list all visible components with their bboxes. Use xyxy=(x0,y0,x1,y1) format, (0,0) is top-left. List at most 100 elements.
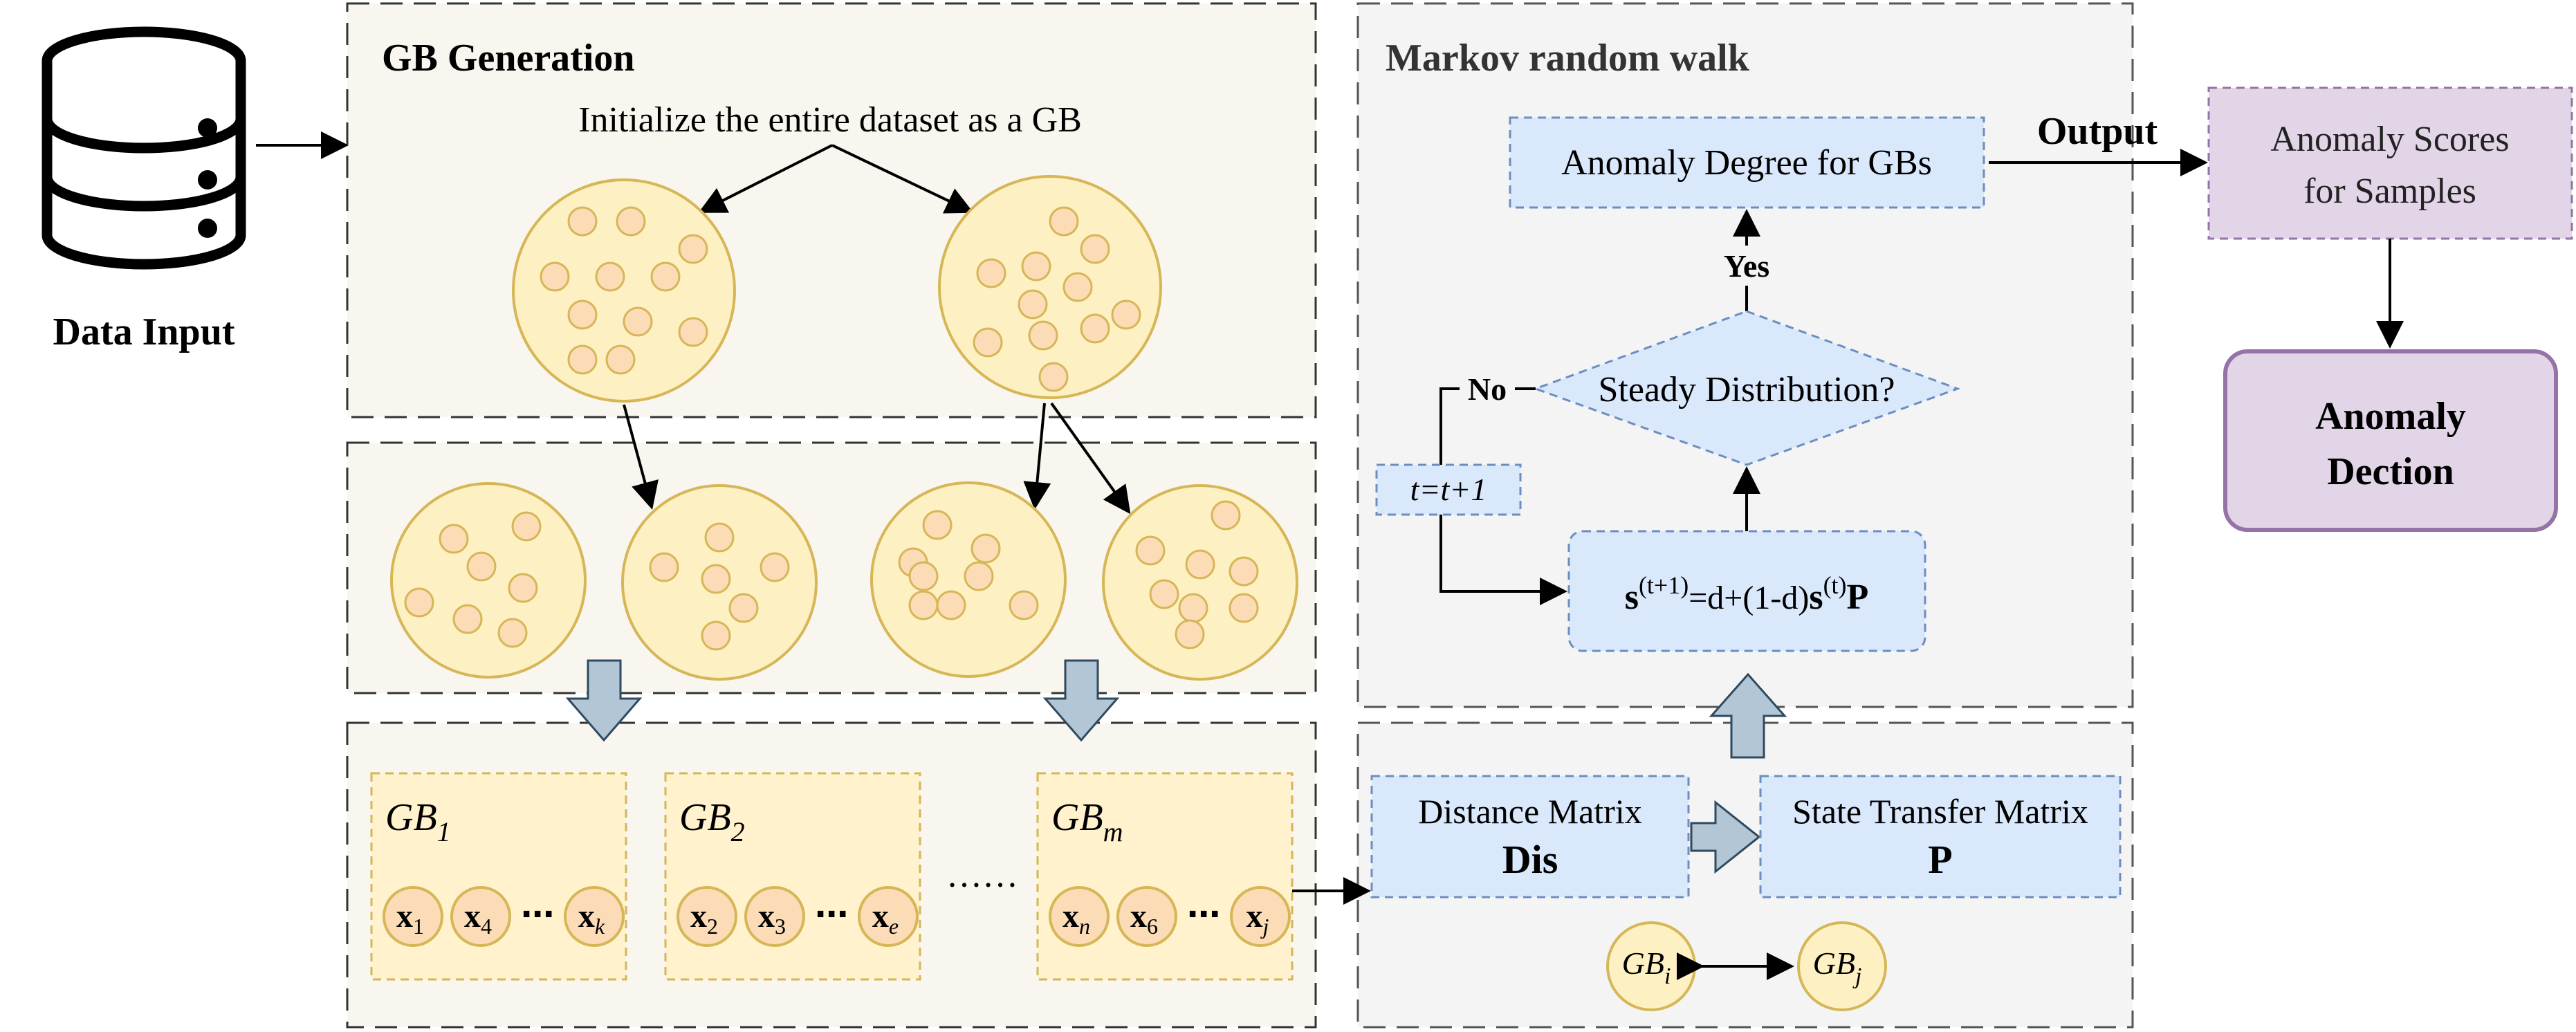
sample-base: x xyxy=(1062,898,1079,934)
block-down-arrow-right xyxy=(1042,659,1120,742)
sample-point xyxy=(973,327,1003,358)
sample-label: xn xyxy=(1062,898,1090,939)
sample-node xyxy=(677,886,737,947)
gb-subscript: 2 xyxy=(731,816,745,847)
anomaly-detection-box xyxy=(2223,349,2558,532)
gb-subscript: m xyxy=(1103,816,1123,847)
transfer-matrix-label: State Transfer Matrix xyxy=(1792,792,2088,831)
sample-dots: ⋯ xyxy=(1187,895,1220,934)
split-ball-1 xyxy=(390,482,587,679)
sample-point xyxy=(511,511,542,542)
sample-point xyxy=(1149,579,1179,609)
sample-base: x xyxy=(578,898,595,934)
anomaly-degree-box xyxy=(1509,116,1985,209)
split-granular-balls xyxy=(390,481,1298,681)
no-label: No xyxy=(1468,371,1507,407)
anomaly-scores-line1: Anomaly Scores xyxy=(2270,120,2509,159)
gb-name: GB xyxy=(1051,796,1103,839)
gb-box-title: GB2 xyxy=(679,796,745,847)
yes-label: Yes xyxy=(1724,248,1769,284)
t-update-box xyxy=(1375,463,1522,516)
sample-point xyxy=(1111,300,1141,330)
sample-point xyxy=(760,552,790,582)
sample-subscript: j xyxy=(1260,914,1269,939)
output-label: Output xyxy=(2037,110,2158,153)
sample-point xyxy=(1229,593,1259,623)
block-down-arrow-left xyxy=(565,659,643,742)
sample-point xyxy=(605,344,636,375)
formula-p: P xyxy=(1847,578,1869,617)
markov-title: Markov random walk xyxy=(1386,37,1750,80)
sample-label: x2 xyxy=(690,898,718,939)
sample-point xyxy=(728,593,759,623)
anomaly-degree-label: Anomaly Degree for GBs xyxy=(1561,143,1932,183)
database-icon xyxy=(42,26,246,270)
ball-outline xyxy=(390,482,587,679)
transfer-matrix-box xyxy=(1759,775,2122,899)
anomaly-scores-box xyxy=(2207,86,2573,240)
sample-base: x xyxy=(690,898,707,934)
sample-label: xe xyxy=(872,898,899,939)
steady-distribution-diamond xyxy=(1532,310,1961,466)
sample-point xyxy=(439,524,469,554)
sample-point xyxy=(616,206,646,237)
sample-point xyxy=(964,561,994,591)
sample-point xyxy=(976,258,1006,288)
sample-point xyxy=(701,620,731,651)
sample-node xyxy=(1049,886,1110,947)
gb-j-label: GBj xyxy=(1813,946,1862,989)
split-ball-3 xyxy=(870,481,1067,678)
init-arrow-right xyxy=(831,144,974,214)
sample-base: x xyxy=(1130,898,1147,934)
sample-point xyxy=(1080,234,1110,264)
sample-base: x xyxy=(758,898,775,934)
sample-node xyxy=(564,886,625,947)
ball-outline xyxy=(1102,484,1298,681)
sample-point xyxy=(1229,556,1259,587)
initial-ball-left xyxy=(512,178,736,403)
sample-dots: ⋯ xyxy=(521,895,554,934)
gb-box-title: GB1 xyxy=(385,796,451,847)
sample-point xyxy=(1062,272,1093,302)
sample-point xyxy=(1211,500,1241,531)
sample-point xyxy=(1049,206,1079,237)
formula-s2: s xyxy=(1809,578,1823,617)
sample-point xyxy=(595,261,625,292)
sample-subscript: 2 xyxy=(707,914,718,939)
sample-point xyxy=(1135,535,1166,566)
sample-point xyxy=(567,206,598,237)
sample-point xyxy=(970,533,1001,564)
yes-label-bg xyxy=(1714,246,1779,286)
sample-label: x6 xyxy=(1130,898,1158,939)
sample-subscript: 1 xyxy=(413,914,424,939)
steady-distribution-label: Steady Distribution? xyxy=(1599,370,1895,409)
formula-sup-t: (t) xyxy=(1823,571,1847,599)
sample-point xyxy=(649,552,679,582)
sample-node xyxy=(744,886,805,947)
sample-point xyxy=(497,618,528,648)
sample-subscript: 4 xyxy=(481,914,492,939)
sample-base: x xyxy=(872,898,889,934)
sample-point xyxy=(1038,362,1069,392)
update-formula: s(t+1)=d+(1-d)s(t)P xyxy=(1625,571,1869,617)
initial-ball-right xyxy=(938,175,1162,399)
sample-subscript: e xyxy=(889,914,899,939)
transfer-matrix-symbol: P xyxy=(1928,837,1952,882)
gb-generation-title: GB Generation xyxy=(382,37,635,80)
init-text: Initialize the entire dataset as a GB xyxy=(578,100,1082,140)
sample-base: x xyxy=(464,898,481,934)
sample-point xyxy=(567,300,598,330)
sample-base: x xyxy=(396,898,413,934)
sample-label: x4 xyxy=(464,898,492,939)
gb-name: GB xyxy=(385,796,437,839)
sample-label: x1 xyxy=(396,898,424,939)
sample-subscript: 3 xyxy=(775,914,786,939)
sample-point xyxy=(1028,320,1058,351)
sample-point xyxy=(567,344,598,375)
sample-point xyxy=(1021,251,1051,282)
sample-point xyxy=(623,306,653,337)
gb-list-ellipsis: …… xyxy=(946,856,1018,895)
